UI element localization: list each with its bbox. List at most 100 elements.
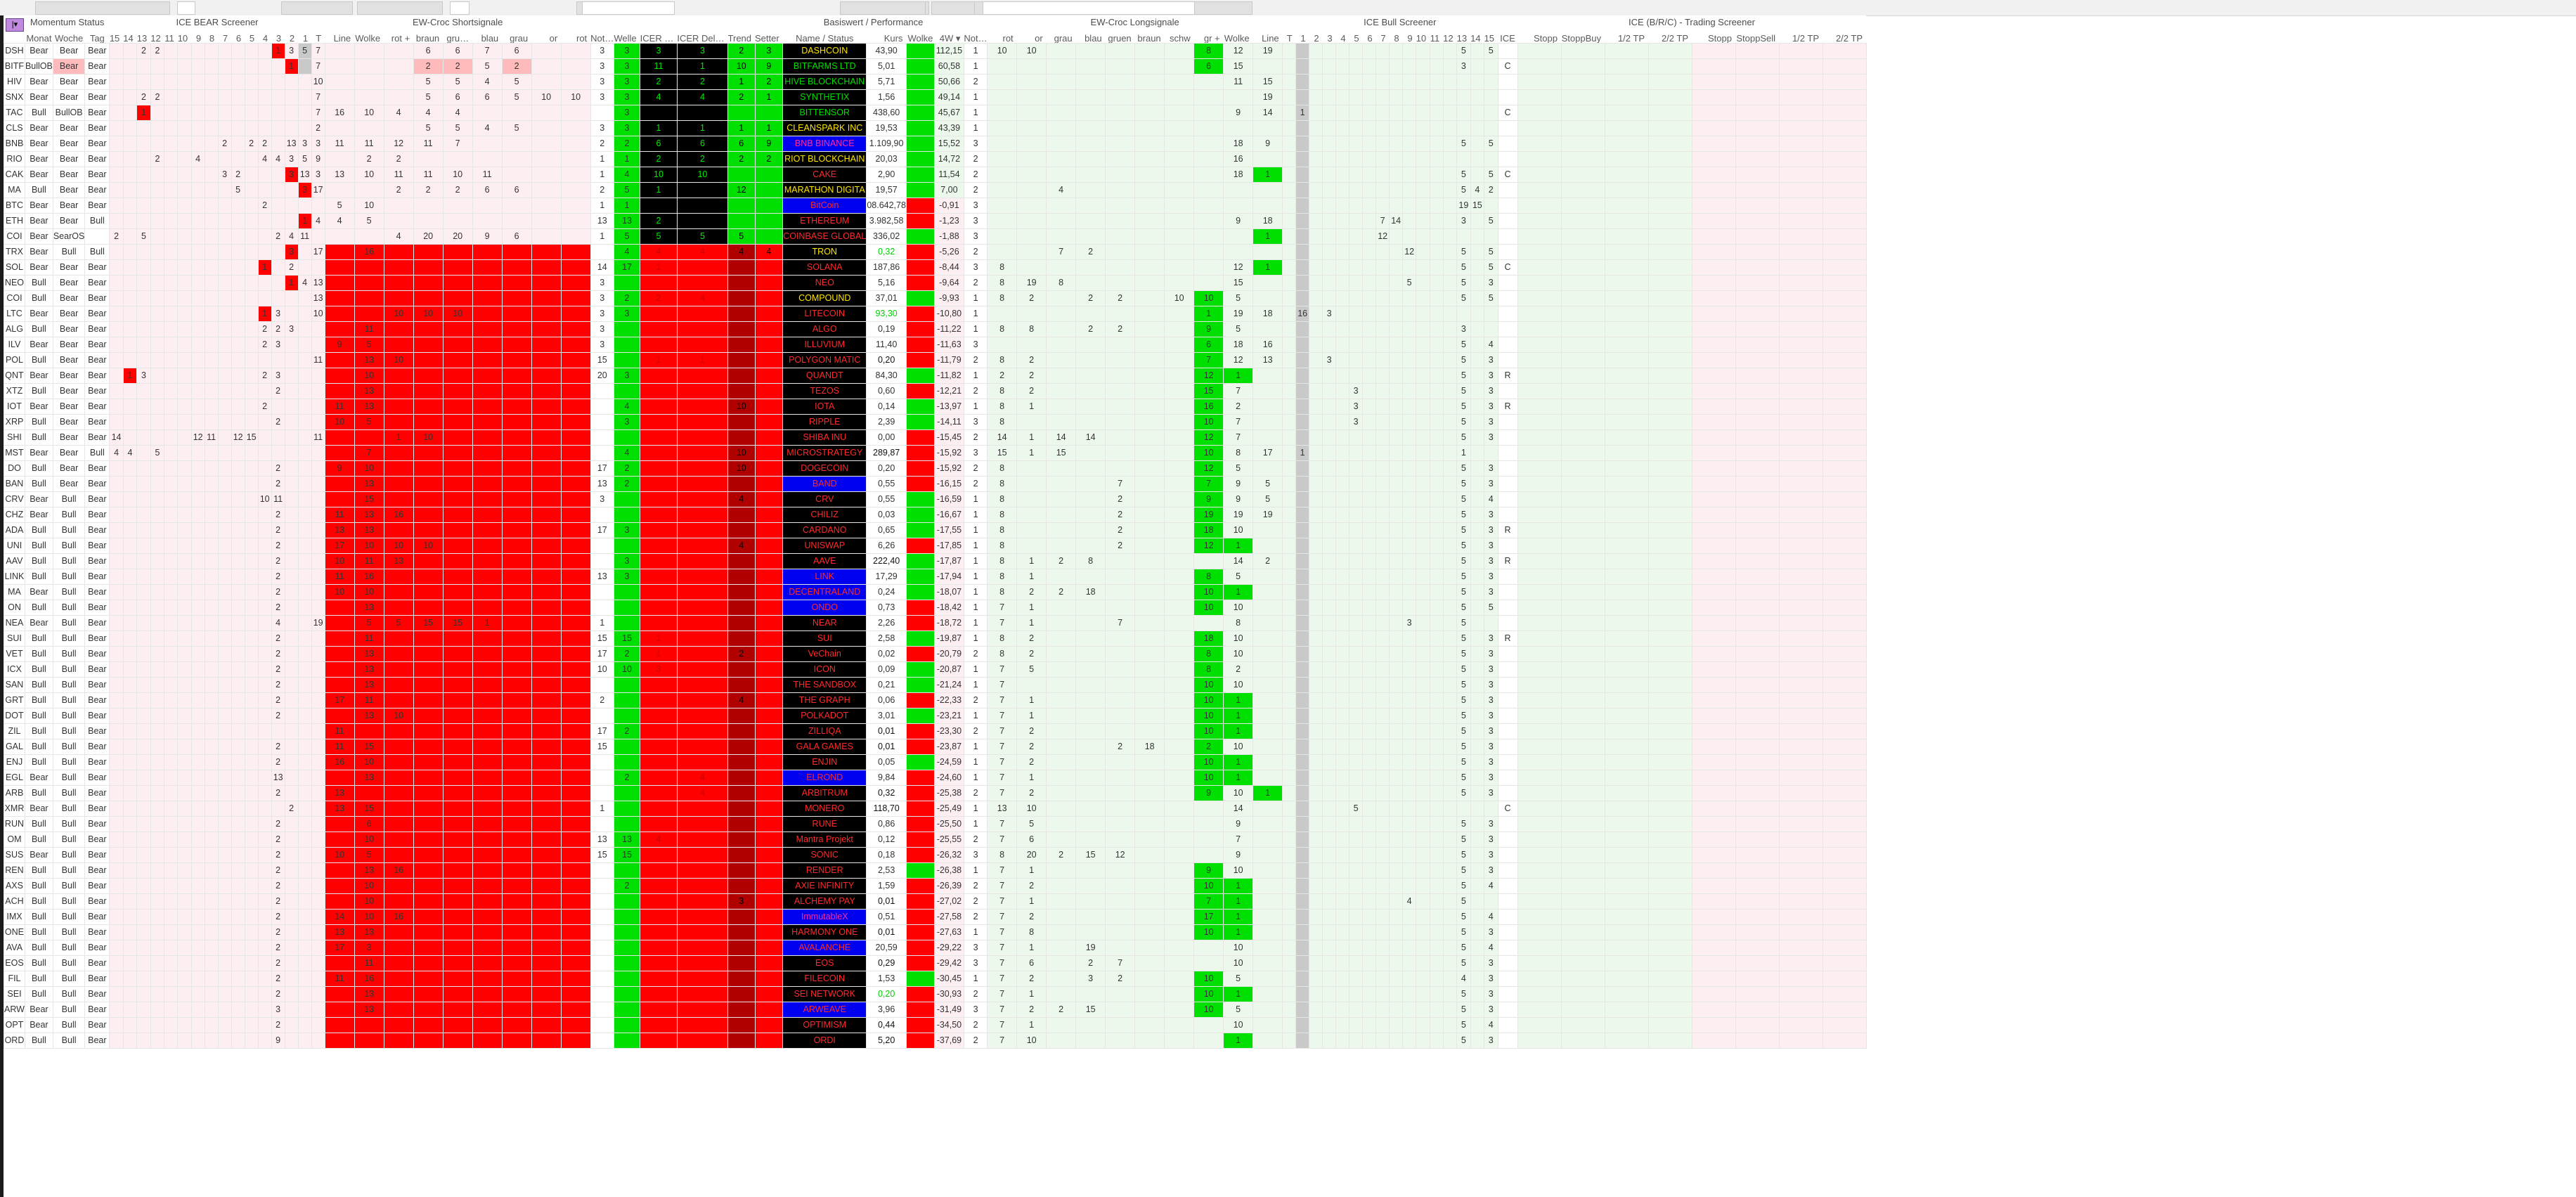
cell-name-status[interactable]: GALA GAMES xyxy=(782,739,867,755)
cell-name-status[interactable]: SOLANA xyxy=(782,259,867,276)
col-header-long-gr+[interactable]: gr + xyxy=(1193,28,1224,44)
table-row[interactable]: AXS Bull Bull Bear 2 10 2 AXIE INFINITY 1,59 -26,… xyxy=(4,878,1867,894)
col-header-bear-14[interactable]: 14 xyxy=(123,28,137,44)
col-header-bear-T[interactable]: T xyxy=(311,28,325,44)
table-row[interactable]: GRT Bull Bull Bear 2 17 11 2 4 THE GRAPH 0,06 -22,3… xyxy=(4,692,1867,709)
col-header-trend[interactable]: Trend xyxy=(727,28,756,44)
cell-name-status[interactable]: DECENTRALAND xyxy=(782,584,867,600)
table-row[interactable]: SHI Bull Bear Bear 14 12 11 12 15 11 1 10 SHIBA INU 0… xyxy=(4,429,1867,446)
table-row[interactable]: XTZ Bull Bear Bear 2 13 TEZOS 0,60 -12,21 2 8 2 15 7 3… xyxy=(4,383,1867,399)
table-row[interactable]: ILV Bear Bear Bear 2 3 9 5 3 ILLUVIUM 11,40 -11,63 3… xyxy=(4,337,1867,353)
cell-name-status[interactable]: SHIBA INU xyxy=(782,429,867,446)
table-row[interactable]: EGL Bear Bull Bear 13 13 2 4 ELROND 9,84 -24,60 1 7 1… xyxy=(4,770,1867,786)
col-header-bear-3[interactable]: 3 xyxy=(271,28,285,44)
table-row[interactable]: BAN Bull Bear Bear 2 13 13 2 BAND 0,55 -16,15 2 8 7 7 9… xyxy=(4,476,1867,492)
cell-name-status[interactable]: THE GRAPH xyxy=(782,692,867,709)
cell-name-status[interactable]: RUNE xyxy=(782,816,867,832)
col-header-bull-8[interactable]: 8 xyxy=(1389,28,1403,44)
table-row[interactable]: NEA Bear Bull Bear 4 19 5 5 15 15 1 1 NEAR 2,26 -18,72… xyxy=(4,615,1867,631)
col-header-bull-5[interactable]: 5 xyxy=(1349,28,1363,44)
cell-name-status[interactable]: BITFARMS LTD xyxy=(782,58,867,75)
cell-name-status[interactable]: ONDO xyxy=(782,600,867,616)
cell-name-status[interactable]: UNISWAP xyxy=(782,538,867,554)
table-row[interactable]: BTC Bear Bear Bear 2 5 10 1 1 BitCoin 08.642,78 -0,… xyxy=(4,198,1867,214)
cell-name-status[interactable]: FILECOIN xyxy=(782,971,867,987)
col-header-welle[interactable]: Welle xyxy=(614,28,640,44)
column-header-row[interactable]: Monat Woche Tag 15 14 13 12 11 10 9 8 7 6 5 4 3 2 1 T Line W… xyxy=(4,28,1866,44)
table-row[interactable]: CAK Bear Bear Bear 3 2 3 13 3 13 10 11 11 10 11 1 4 10 10 C… xyxy=(4,167,1867,183)
col-header-short-Wolke[interactable]: Wolke xyxy=(354,28,384,44)
col-header-long-or[interactable]: or xyxy=(1016,28,1047,44)
cell-name-status[interactable]: IOTA xyxy=(782,399,867,415)
table-row[interactable]: RUN Bull Bull Bear 2 6 RUNE 0,86 -25,50 1 7 5 9 5 3 xyxy=(4,816,1867,832)
table-row[interactable]: AAV Bull Bull Bear 2 10 11 13 3 AAVE 222,40 -17,87 1… xyxy=(4,553,1867,569)
cell-name-status[interactable]: DOGECOIN xyxy=(782,460,867,477)
col-header-bear-15[interactable]: 15 xyxy=(109,28,124,44)
col-header-wolke[interactable]: Wolke xyxy=(906,28,935,44)
cell-name-status[interactable]: ZILLIQA xyxy=(782,723,867,739)
cell-name-status[interactable]: BNB BINANCE xyxy=(782,136,867,152)
table-row[interactable]: XMR Bear Bull Bear 2 13 15 1 MONERO 118,70 -25,49 1… xyxy=(4,801,1867,817)
table-row[interactable]: DO Bull Bear Bear 2 9 10 17 2 10 DOGECOIN 0,20 -15,9… xyxy=(4,460,1867,477)
col-header-long-rot[interactable]: rot xyxy=(987,28,1017,44)
table-row[interactable]: LTC Bear Bear Bear 1 3 10 10 10 10 3 3 LITECOIN 93,30… xyxy=(4,306,1867,322)
col-header-long-grau[interactable]: grau xyxy=(1046,28,1076,44)
cell-name-status[interactable]: BitCoin xyxy=(782,198,867,214)
col-header-short-Line[interactable]: Line xyxy=(325,28,355,44)
table-row[interactable]: IOT Bear Bear Bear 2 11 13 4 10 IOTA 0,14 -13,97 1 8 1… xyxy=(4,399,1867,415)
col-header-bear-11[interactable]: 11 xyxy=(164,28,178,44)
cell-name-status[interactable]: MONERO xyxy=(782,801,867,817)
cell-name-status[interactable]: DASHCOIN xyxy=(782,43,867,59)
table-row[interactable]: LINK Bull Bull Bear 2 11 16 13 3 LINK 17,29 -17,94 1… xyxy=(4,569,1867,585)
ribbon-button-7[interactable] xyxy=(840,1,926,15)
table-row[interactable]: ZIL Bull Bull Bear 11 17 2 ZILLIQA 0,01 -23,30 2 7 2… xyxy=(4,723,1867,739)
table-row[interactable]: OM Bull Bull Bear 2 10 13 13 4 Mantra Projekt 0,12… xyxy=(4,832,1867,848)
cell-name-status[interactable]: BITTENSOR xyxy=(782,105,867,121)
col-header-bull-2[interactable]: 2 xyxy=(1309,28,1323,44)
col-header-short-or[interactable]: or xyxy=(531,28,562,44)
table-row[interactable]: SEI Bull Bull Bear 2 13 SEI NETWORK 0,20 -30,93 2… xyxy=(4,986,1867,1002)
cell-name-status[interactable]: RIOT BLOCKCHAIN xyxy=(782,151,867,167)
col-header-bear-7[interactable]: 7 xyxy=(218,28,232,44)
col-header-short-blau[interactable]: blau xyxy=(472,28,503,44)
ribbon-combo-1[interactable] xyxy=(582,1,675,15)
table-row[interactable]: SAN Bull Bull Bear 2 13 THE SANDBOX 0,21 -21,24 1… xyxy=(4,677,1867,693)
col-header-ice[interactable]: ICE xyxy=(1498,28,1517,44)
col-header-icer[interactable]: ICER … xyxy=(640,28,678,44)
cell-name-status[interactable]: AVALANCHE xyxy=(782,940,867,956)
table-row[interactable]: OPT Bear Bull Bear 2 OPTIMISM 0,44 -34,50 2 7 1 10 5… xyxy=(4,1017,1867,1033)
table-row[interactable]: GAL Bull Bull Bear 2 11 15 15 GALA GAMES 0,01 -23,… xyxy=(4,739,1867,755)
col-header-trade-0[interactable]: Stopp xyxy=(1517,28,1561,44)
table-row[interactable]: HIV Bear Bear Bear 10 5 5 4 5 3 3 2 2 1 2 HIVE BLOCKCHA… xyxy=(4,74,1867,90)
col-header-short-braun[interactable]: braun xyxy=(413,28,444,44)
cell-name-status[interactable]: ELROND xyxy=(782,770,867,786)
col-header-long-schw[interactable]: schw xyxy=(1164,28,1194,44)
col-header-4w[interactable]: 4W ▾ xyxy=(934,28,964,44)
cell-name-status[interactable]: OPTIMISM xyxy=(782,1017,867,1033)
col-header-icer-del[interactable]: ICER Del… xyxy=(677,28,728,44)
cell-name-status[interactable]: AXIE INFINITY xyxy=(782,878,867,894)
table-row[interactable]: ADA Bull Bull Bear 2 13 13 17 3 CARDANO 0,65 -17,55… xyxy=(4,522,1867,538)
col-header-trade-2[interactable]: 1/2 TP xyxy=(1605,28,1648,44)
col-header-bear-8[interactable]: 8 xyxy=(205,28,219,44)
cell-name-status[interactable]: RENDER xyxy=(782,862,867,879)
table-row[interactable]: RIO Bear Bear Bear 2 4 4 4 3 5 9 2 2 1 1 2 2 2 2 RIOT BLOCK… xyxy=(4,151,1867,167)
col-header-bull-7[interactable]: 7 xyxy=(1376,28,1390,44)
cell-name-status[interactable]: MICROSTRATEGY xyxy=(782,445,867,461)
table-row[interactable]: MST Bear Bear Bull 4 4 5 7 4 10 MICROSTRATEGY 289,8… xyxy=(4,445,1867,461)
table-row[interactable]: ARB Bull Bull Bear 2 13 4 ARBITRUM 0,32 -25,38 2 7 2… xyxy=(4,785,1867,801)
cell-name-status[interactable]: ImmutableX xyxy=(782,909,867,925)
cell-name-status[interactable]: SUI xyxy=(782,630,867,647)
table-row[interactable]: ONE Bull Bull Bear 2 13 13 HARMONY ONE 0,01 -27,6… xyxy=(4,924,1867,940)
col-header-name-status[interactable]: Name / Status xyxy=(782,28,867,44)
cell-name-status[interactable]: ARBITRUM xyxy=(782,785,867,801)
col-header-bull-13[interactable]: 13 xyxy=(1456,28,1471,44)
col-header-bear-13[interactable]: 13 xyxy=(136,28,151,44)
col-header-short-gru[interactable]: gru… xyxy=(443,28,473,44)
table-row[interactable]: ARW Bear Bull Bear 3 13 ARWEAVE 3,96 -31,49 3 7 2 2 1… xyxy=(4,1002,1867,1018)
cell-name-status[interactable]: LINK xyxy=(782,569,867,585)
cell-name-status[interactable]: LITECOIN xyxy=(782,306,867,322)
table-row[interactable]: CHZ Bear Bull Bear 2 11 13 16 CHILIZ 0,03 -16,67 1 8… xyxy=(4,507,1867,523)
cell-name-status[interactable]: VeChain xyxy=(782,646,867,662)
table-row[interactable]: XRP Bull Bear Bear 2 10 5 3 RIPPLE 2,39 -14,11 3 8 10… xyxy=(4,414,1867,430)
